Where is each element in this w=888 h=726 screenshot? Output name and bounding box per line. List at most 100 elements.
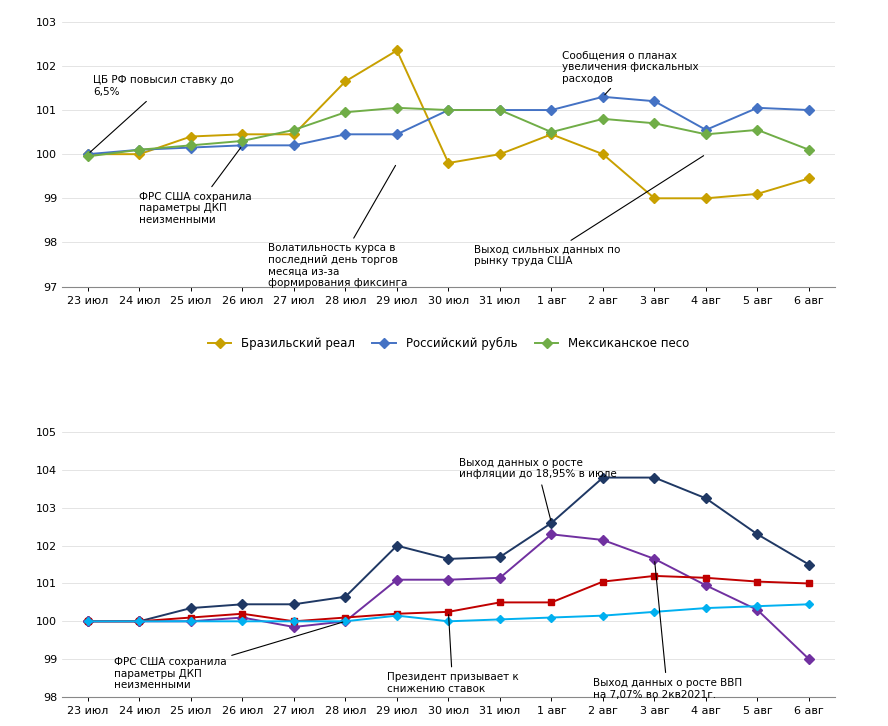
Бразильский реал <box>495 574 505 582</box>
Российский рубль <box>752 577 763 586</box>
Бразильский реал <box>804 655 814 664</box>
Text: Волатильность курса в
последний день торгов
месяца из-за
формирования фиксинга: Волатильность курса в последний день тор… <box>268 166 408 288</box>
Мексиканское песо <box>546 613 557 622</box>
Бразильский реал <box>237 130 248 139</box>
Бразильский реал <box>340 617 351 626</box>
Text: Выход данных о росте ВВП
на 7,07% во 2кв2021г.: Выход данных о росте ВВП на 7,07% во 2кв… <box>592 562 741 700</box>
Бразильский реал <box>701 194 711 203</box>
Мексиканское песо <box>495 615 505 624</box>
Российский рубль <box>392 609 402 618</box>
Мексиканское песо <box>443 617 454 626</box>
Турецкая лира <box>495 552 505 561</box>
Российский рубль <box>701 126 711 134</box>
Российский рубль <box>752 104 763 113</box>
Бразильский реал <box>546 530 557 539</box>
Text: Выход данных о росте
инфляции до 18,95% в июле: Выход данных о росте инфляции до 18,95% … <box>459 458 616 521</box>
Бразильский реал <box>392 46 402 55</box>
Мексиканское песо <box>598 115 608 123</box>
Бразильский реал <box>598 536 608 544</box>
Бразильский реал <box>392 575 402 584</box>
Российский рубль <box>804 106 814 115</box>
Российский рубль <box>237 141 248 150</box>
Line: Российский рубль: Российский рубль <box>84 94 813 158</box>
Text: Сообщения о планах
увеличения фискальных
расходов: Сообщения о планах увеличения фискальных… <box>562 50 698 94</box>
Бразильский реал <box>649 555 660 563</box>
Мексиканское песо <box>237 136 248 145</box>
Российский рубль <box>289 617 299 626</box>
Бразильский реал <box>649 194 660 203</box>
Бразильский реал <box>237 613 248 622</box>
Бразильский реал <box>289 130 299 139</box>
Российский рубль <box>289 141 299 150</box>
Бразильский реал <box>752 605 763 614</box>
Российский рубль <box>495 598 505 607</box>
Мексиканское песо <box>340 617 351 626</box>
Бразильский реал <box>443 159 454 168</box>
Мексиканское песо <box>495 106 505 115</box>
Турецкая лира <box>186 604 196 613</box>
Мексиканское песо <box>134 617 145 626</box>
Российский рубль <box>83 617 93 626</box>
Мексиканское песо <box>649 608 660 616</box>
Мексиканское песо <box>701 130 711 139</box>
Мексиканское песо <box>752 602 763 611</box>
Российский рубль <box>598 577 608 586</box>
Российский рубль <box>443 106 454 115</box>
Мексиканское песо <box>289 617 299 626</box>
Бразильский реал <box>134 617 145 626</box>
Мексиканское песо <box>392 611 402 620</box>
Турецкая лира <box>340 592 351 601</box>
Line: Турецкая лира: Турецкая лира <box>84 474 813 625</box>
Мексиканское песо <box>340 108 351 117</box>
Турецкая лира <box>443 555 454 563</box>
Text: Президент призывает к
снижению ставок: Президент призывает к снижению ставок <box>386 615 519 694</box>
Турецкая лира <box>546 518 557 527</box>
Мексиканское песо <box>134 145 145 154</box>
Бразильский реал <box>186 132 196 141</box>
Российский рубль <box>701 574 711 582</box>
Text: ФРС США сохранила
параметры ДКП
неизменными: ФРС США сохранила параметры ДКП неизменн… <box>114 622 343 690</box>
Мексиканское песо <box>443 106 454 115</box>
Турецкая лира <box>752 530 763 539</box>
Российский рубль <box>340 613 351 622</box>
Российский рубль <box>134 145 145 154</box>
Мексиканское песо <box>804 600 814 608</box>
Российский рубль <box>83 150 93 158</box>
Российский рубль <box>186 143 196 152</box>
Line: Мексиканское песо: Мексиканское песо <box>84 105 813 160</box>
Мексиканское песо <box>186 617 196 626</box>
Бразильский реал <box>289 623 299 632</box>
Бразильский реал <box>752 189 763 198</box>
Бразильский реал <box>804 174 814 183</box>
Турецкая лира <box>598 473 608 482</box>
Российский рубль <box>546 598 557 607</box>
Российский рубль <box>134 617 145 626</box>
Российский рубль <box>237 609 248 618</box>
Бразильский реал <box>598 150 608 158</box>
Бразильский реал <box>340 77 351 86</box>
Российский рубль <box>495 106 505 115</box>
Турецкая лира <box>237 600 248 608</box>
Бразильский реал <box>83 617 93 626</box>
Мексиканское песо <box>186 141 196 150</box>
Line: Российский рубль: Российский рубль <box>84 572 813 625</box>
Российский рубль <box>598 92 608 101</box>
Бразильский реал <box>83 150 93 158</box>
Турецкая лира <box>392 542 402 550</box>
Турецкая лира <box>804 560 814 569</box>
Российский рубль <box>649 571 660 580</box>
Бразильский реал <box>701 581 711 590</box>
Турецкая лира <box>289 600 299 608</box>
Text: Выход сильных данных по
рынку труда США: Выход сильных данных по рынку труда США <box>474 155 703 266</box>
Text: ФРС США сохранила
параметры ДКП
неизменными: ФРС США сохранила параметры ДКП неизменн… <box>139 147 252 225</box>
Бразильский реал <box>134 150 145 158</box>
Российский рубль <box>340 130 351 139</box>
Legend: Бразильский реал, Российский рубль, Мексиканское песо: Бразильский реал, Российский рубль, Мекс… <box>203 333 694 355</box>
Мексиканское песо <box>83 617 93 626</box>
Российский рубль <box>804 579 814 588</box>
Мексиканское песо <box>804 145 814 154</box>
Бразильский реал <box>443 575 454 584</box>
Российский рубль <box>546 106 557 115</box>
Российский рубль <box>649 97 660 105</box>
Line: Мексиканское песо: Мексиканское песо <box>85 602 812 624</box>
